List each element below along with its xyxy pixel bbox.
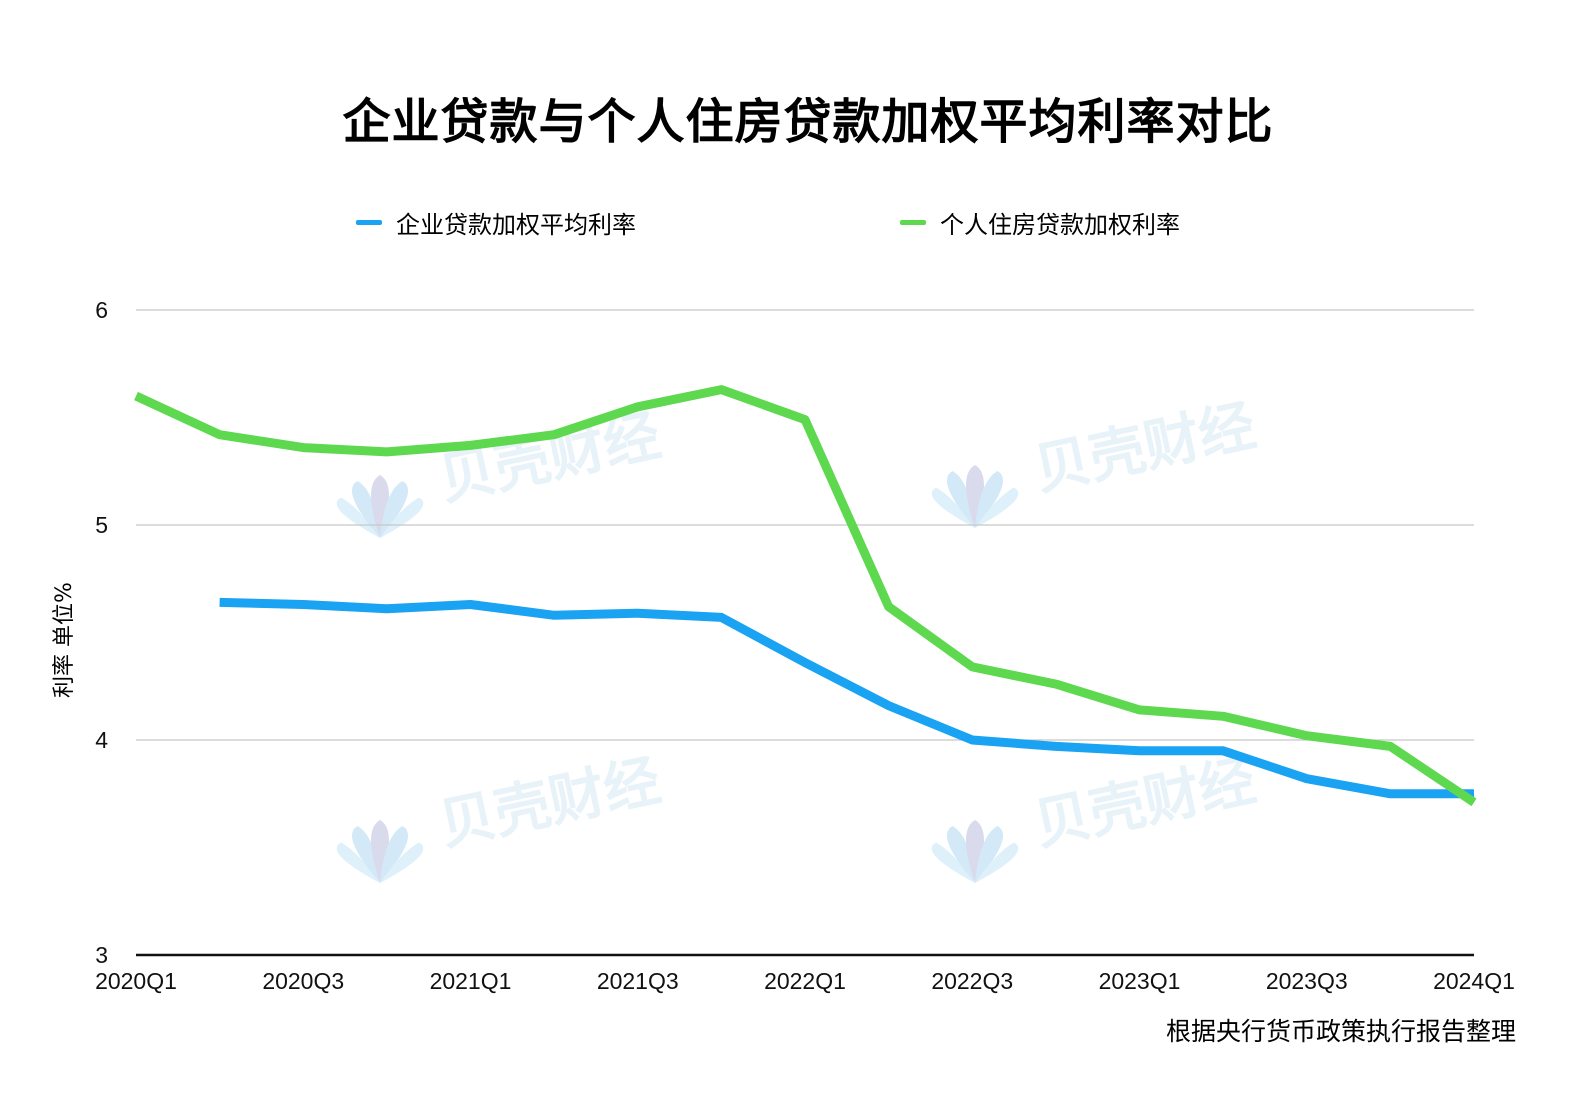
y-tick-label: 5 [95, 512, 108, 538]
watermark-text: 贝壳财经 [1028, 393, 1261, 503]
watermark-text: 贝壳财经 [1028, 748, 1261, 858]
series-line-housing [134, 385, 1477, 807]
watermark-logo-petal [380, 842, 424, 883]
legend-label-enterprise: 企业贷款加权平均利率 [396, 210, 636, 239]
series-line-enterprise [219, 597, 1474, 799]
x-tick-label: 2023Q1 [1099, 968, 1181, 994]
watermark-logo-petal [380, 497, 424, 538]
watermark-logo-petal [975, 842, 1019, 883]
watermark: 贝壳财经 [336, 748, 666, 883]
watermark-logo-petal [336, 497, 380, 538]
watermark: 贝壳财经 [336, 403, 666, 538]
y-tick-label: 4 [95, 727, 108, 753]
x-tick-label: 2023Q3 [1266, 968, 1348, 994]
watermark-logo-petal [946, 826, 975, 883]
x-tick-label: 2021Q1 [430, 968, 512, 994]
watermark-logo-petal [931, 487, 975, 528]
y-tick-labels: 3 4 5 6 [95, 297, 108, 968]
chart-title: 企业贷款与个人住房贷款加权平均利率对比 [342, 94, 1274, 150]
watermark-logo-petal [975, 487, 1019, 528]
watermark: 贝壳财经 [931, 393, 1261, 528]
watermark-logo-petal [336, 842, 380, 883]
legend-swatch-housing [900, 219, 926, 225]
watermark-logo-petal [975, 826, 1004, 883]
watermark-logo-petal [351, 481, 380, 538]
watermark-logo-petal [946, 471, 975, 528]
x-tick-label: 2021Q3 [597, 968, 679, 994]
watermark-text: 贝壳财经 [433, 748, 666, 858]
y-tick-label: 3 [95, 942, 108, 968]
watermark-logo-petal [931, 842, 975, 883]
legend-item-enterprise: 企业贷款加权平均利率 [356, 204, 636, 240]
series-lines [134, 385, 1477, 807]
y-tick-label: 6 [95, 297, 108, 323]
watermark: 贝壳财经 [931, 748, 1261, 883]
x-tick-label: 2020Q3 [262, 968, 344, 994]
x-tick-label: 2020Q1 [95, 968, 177, 994]
x-tick-labels: 2020Q1 2020Q3 2021Q1 2021Q3 2022Q1 2022Q3 2023… [95, 968, 1515, 994]
grid-lines [136, 309, 1474, 957]
watermark-logo-petal [380, 826, 409, 883]
watermark-logo-petal [380, 481, 409, 538]
legend-item-housing: 个人住房贷款加权利率 [900, 204, 1180, 240]
watermark-text: 贝壳财经 [433, 403, 666, 513]
watermark-logo-petal [351, 826, 380, 883]
x-tick-label: 2022Q1 [764, 968, 846, 994]
x-tick-label: 2022Q3 [931, 968, 1013, 994]
watermark-logo-petal [975, 471, 1004, 528]
legend-label-housing: 个人住房贷款加权利率 [940, 210, 1180, 239]
x-tick-label: 2024Q1 [1433, 968, 1515, 994]
legend-swatch-enterprise [356, 219, 382, 225]
source-note: 根据央行货币政策执行报告整理 [1165, 1017, 1516, 1046]
